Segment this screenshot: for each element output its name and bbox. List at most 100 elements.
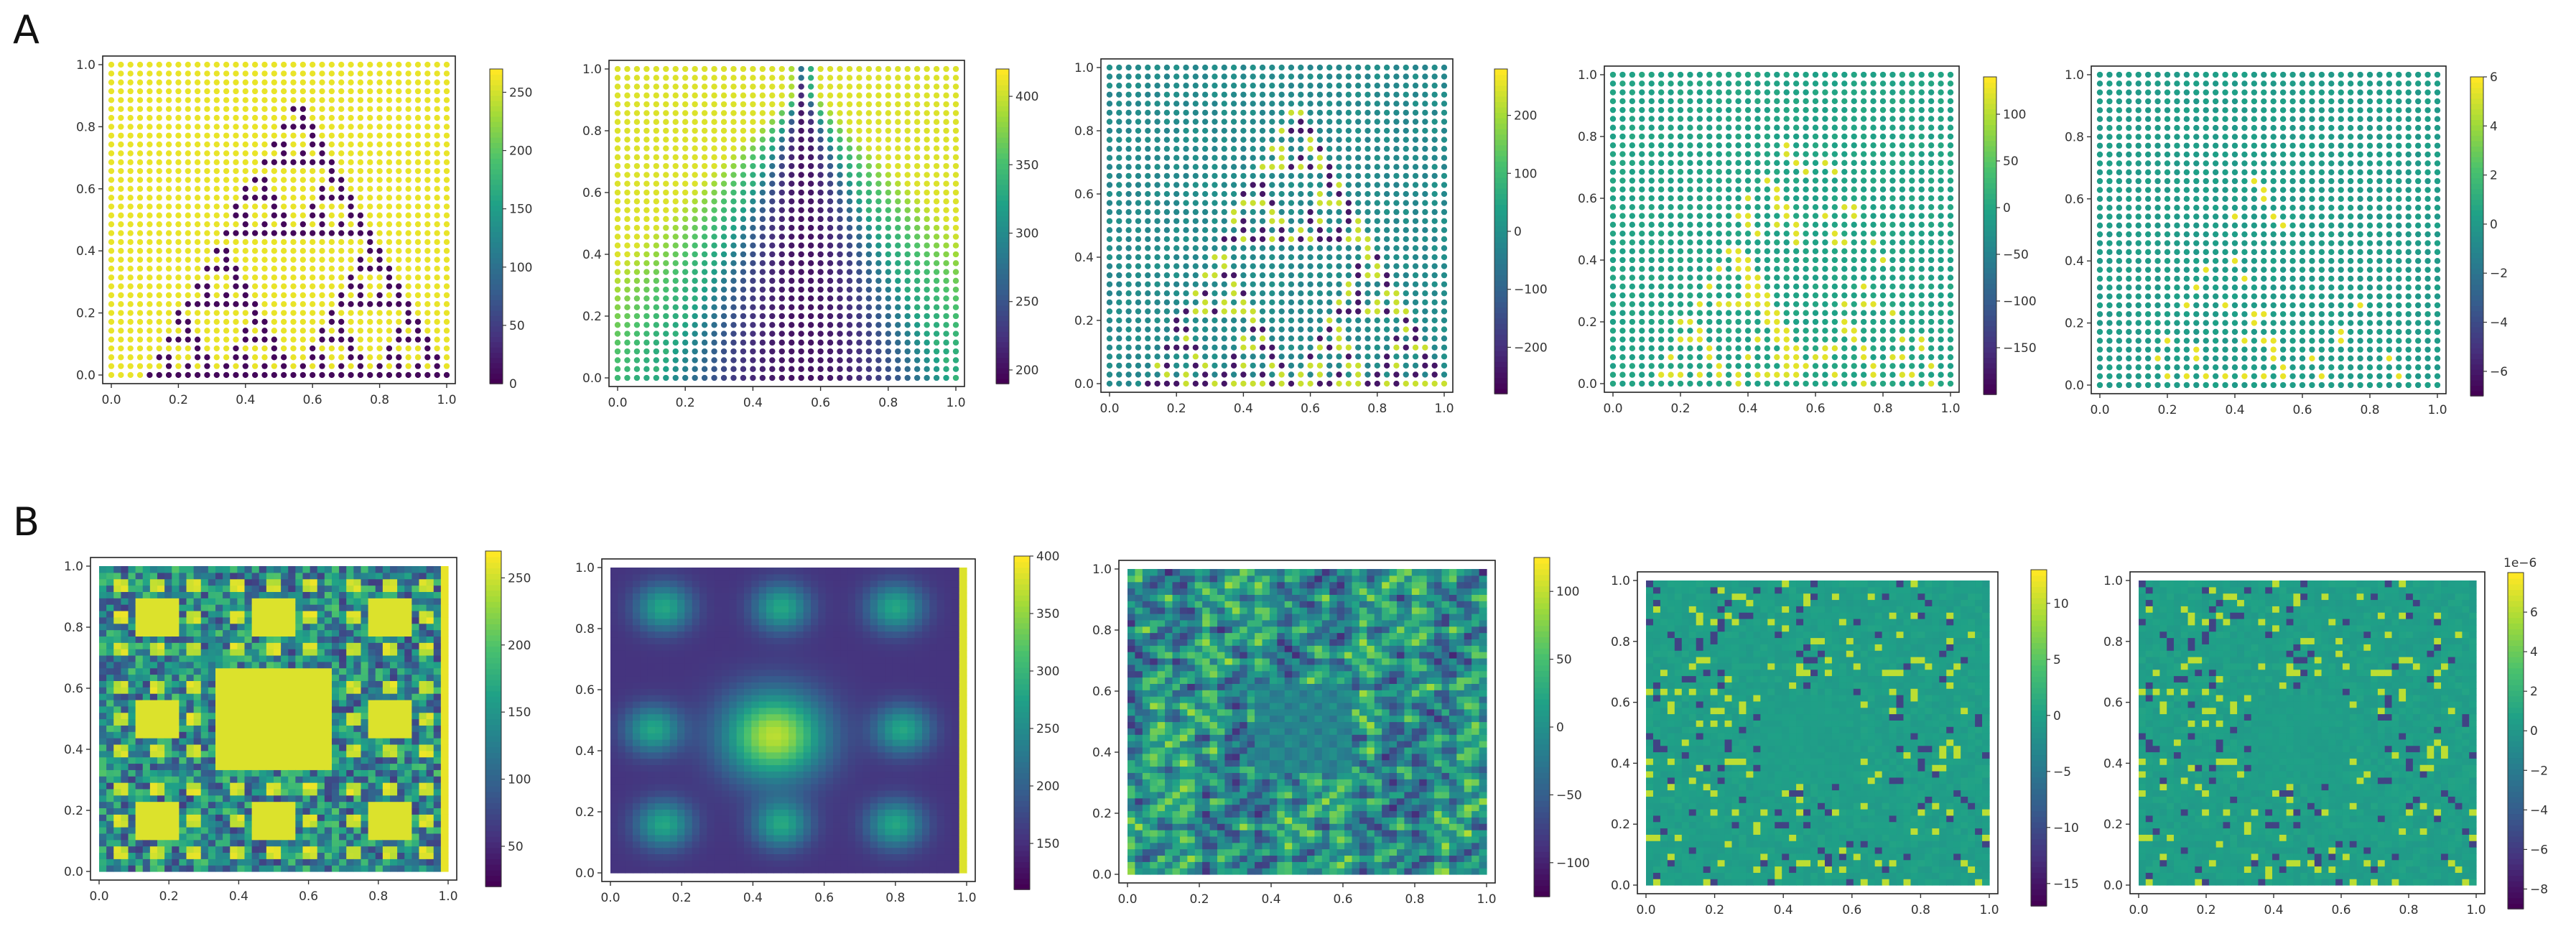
data-point	[1764, 89, 1771, 96]
data-point	[1803, 195, 1809, 202]
data-point	[740, 313, 747, 320]
data-point	[338, 328, 345, 334]
data-point	[357, 248, 364, 254]
data-point	[817, 242, 824, 249]
data-point	[328, 194, 335, 201]
data-point	[624, 260, 631, 267]
data-point	[1183, 182, 1189, 188]
data-point	[1125, 91, 1132, 98]
data-point	[720, 277, 727, 284]
data-point	[1125, 290, 1132, 297]
data-point	[233, 150, 239, 157]
data-point	[798, 145, 804, 152]
data-point	[885, 154, 891, 161]
data-point	[837, 154, 843, 161]
data-point	[1250, 299, 1256, 305]
data-point	[118, 124, 124, 130]
data-point	[730, 216, 737, 223]
data-point	[720, 304, 727, 310]
data-point	[837, 286, 843, 293]
data-point	[1657, 213, 1665, 219]
data-point	[367, 328, 373, 334]
data-point	[281, 159, 287, 165]
data-point	[1278, 64, 1285, 71]
data-point	[194, 283, 201, 290]
data-point	[1374, 119, 1380, 125]
data-point	[1269, 200, 1275, 206]
data-point	[367, 283, 373, 290]
data-point	[271, 212, 277, 218]
data-point	[414, 212, 422, 218]
data-point	[1619, 71, 1626, 78]
data-point	[1230, 91, 1237, 98]
data-point	[1706, 274, 1713, 281]
colorbar-tick-label: 200	[1015, 364, 1038, 378]
data-point	[1288, 218, 1295, 224]
data-point	[1783, 274, 1790, 281]
data-point	[185, 256, 191, 263]
data-point	[319, 310, 325, 316]
data-point	[1202, 146, 1209, 152]
data-point	[1336, 290, 1342, 297]
data-point	[424, 61, 431, 68]
data-point	[1725, 292, 1732, 299]
data-point	[108, 114, 115, 121]
data-point	[924, 233, 930, 240]
data-point	[1668, 274, 1674, 281]
data-point	[807, 374, 814, 381]
data-point	[663, 92, 669, 99]
data-point	[913, 330, 921, 337]
colorbar-segment	[1494, 117, 1507, 124]
data-point	[817, 127, 824, 134]
data-point	[682, 110, 689, 116]
data-point	[1412, 336, 1419, 342]
data-point	[367, 194, 373, 201]
colorbar-segment	[490, 90, 503, 96]
data-point	[1619, 186, 1626, 193]
data-point	[443, 185, 450, 192]
data-point	[1792, 71, 1800, 78]
data-point	[1735, 230, 1742, 237]
data-point	[856, 374, 862, 381]
data-point	[1192, 91, 1199, 98]
data-point	[1774, 371, 1780, 378]
data-point	[913, 286, 921, 293]
data-point	[1259, 73, 1266, 80]
data-point	[913, 145, 921, 152]
colorbar-tick-label: 250	[509, 85, 532, 100]
data-point	[261, 265, 268, 272]
data-point	[798, 119, 804, 125]
data-point	[1240, 136, 1247, 143]
colorbar-segment	[490, 136, 503, 143]
data-point	[1422, 362, 1428, 369]
data-point	[1230, 190, 1237, 198]
data-point	[682, 348, 689, 355]
data-point	[1163, 218, 1171, 224]
data-point	[1822, 353, 1828, 361]
data-point	[614, 242, 621, 249]
data-point	[827, 269, 834, 275]
data-point	[299, 141, 307, 148]
data-point	[1677, 256, 1684, 264]
data-point	[1125, 272, 1132, 279]
data-point	[1230, 209, 1237, 216]
data-point	[837, 189, 843, 196]
data-point	[261, 256, 268, 263]
data-point	[1212, 172, 1218, 179]
data-point	[798, 339, 804, 346]
colorbar-segment	[490, 336, 503, 343]
data-point	[1735, 177, 1742, 184]
data-point	[817, 101, 824, 108]
data-point	[769, 242, 776, 249]
data-point	[414, 124, 422, 130]
data-point	[817, 65, 824, 73]
data-point	[1696, 380, 1703, 387]
data-point	[434, 256, 440, 263]
data-point	[1183, 119, 1189, 125]
data-point	[414, 301, 422, 307]
data-point	[1212, 209, 1218, 216]
data-point	[1639, 371, 1645, 378]
data-point	[817, 162, 824, 170]
data-point	[653, 154, 660, 161]
data-point	[1744, 221, 1752, 228]
